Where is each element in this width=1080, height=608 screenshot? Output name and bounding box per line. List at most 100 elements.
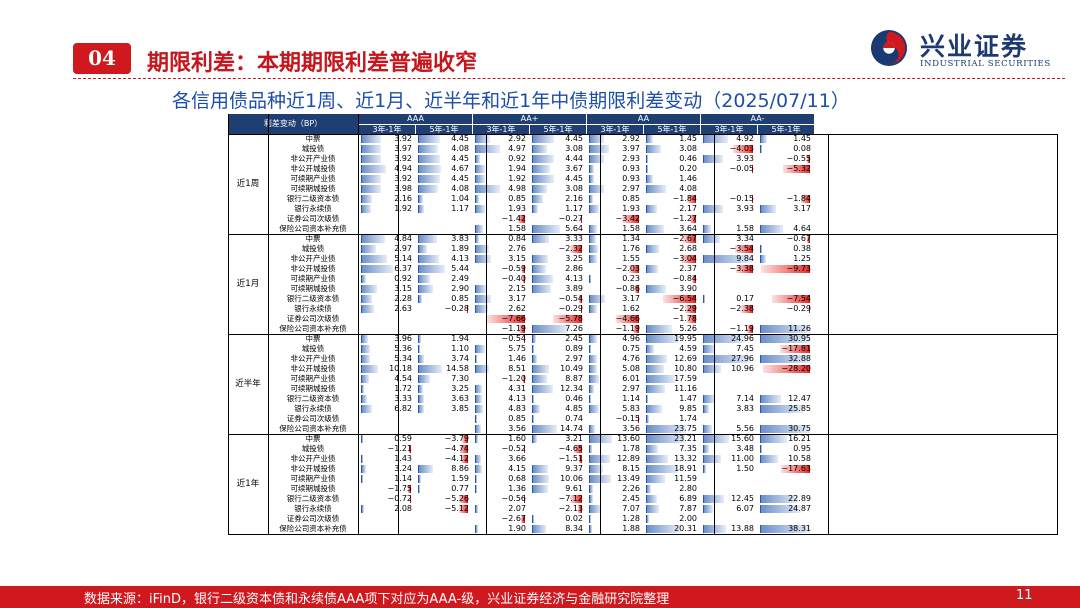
value-text: 10.49 [560,364,583,373]
value-text: 11.26 [788,324,811,333]
value-text: 14.58 [446,364,469,373]
positive-bar [475,435,478,443]
positive-bar [532,405,541,413]
value-text: 6.37 [394,264,412,273]
value-cell: 2.28 [361,294,414,304]
value-text: 4.98 [508,184,526,193]
value-cell: 11.59 [646,474,699,484]
value-cell: 0.95 [760,444,813,454]
value-cell: 4.97 [475,144,528,154]
value-cell: 0.92 [361,274,414,284]
value-text: 4.13 [508,394,526,403]
value-cell: 4.92 [703,134,756,144]
value-cell: −4.03 [703,144,756,154]
value-text: 1.94 [451,334,469,343]
value-cell: −17.81 [760,344,813,354]
value-cell: 6.82 [361,404,414,414]
positive-bar [532,425,557,433]
value-text: −7.12 [558,494,583,503]
logo-en-text: INDUSTRIAL SECURITIES [920,59,1051,69]
positive-bar [532,365,550,373]
value-text: 1.72 [394,384,412,393]
value-text: −3.38 [729,264,754,273]
positive-bar [532,155,555,163]
value-cell: 2.00 [646,514,699,524]
value-text: 4.08 [451,144,469,153]
positive-bar [532,205,538,213]
positive-bar [418,385,424,393]
value-text: 1.93 [508,204,526,213]
positive-bar [760,205,776,213]
value-text: 1.74 [679,414,697,423]
product-label: 可续期产业债 [290,174,336,183]
value-cell: −0.52 [475,444,528,454]
value-cell: 5.64 [532,224,585,234]
value-text: 2.08 [394,504,412,513]
negative-bar [806,235,810,243]
value-cell: 0.59 [361,434,414,444]
value-cell: 9.37 [532,464,585,474]
value-cell: 1.59 [418,474,471,484]
positive-bar [589,275,591,283]
positive-bar [361,135,381,143]
value-cell: 1.74 [646,414,699,424]
value-cell: −0.72 [361,494,414,504]
value-text: 2.63 [394,304,412,313]
value-cell: 32.88 [760,354,813,364]
value-text: 3.74 [451,354,469,363]
positive-bar [703,505,714,513]
value-cell: 3.17 [760,204,813,214]
value-text: 2.37 [679,264,697,273]
positive-bar [589,155,604,163]
column-divider [398,134,399,535]
value-cell: 4.45 [418,134,471,144]
value-cell: 7.35 [646,444,699,454]
column-divider [268,114,269,535]
value-cell: 2.76 [475,244,528,254]
negative-bar [517,215,525,223]
product-label: 银行永续债 [294,204,332,213]
positive-bar [589,235,596,243]
negative-bar [486,315,525,323]
positive-bar [646,185,667,193]
value-text: 0.89 [565,344,583,353]
value-text: 2.07 [508,504,526,513]
value-text: 2.68 [679,244,697,253]
positive-bar [361,235,386,243]
positive-bar [475,255,491,263]
value-text: 2.45 [622,494,640,503]
positive-bar [646,415,649,423]
value-cell: 4.76 [589,354,642,364]
positive-bar [703,205,723,213]
value-text: 1.25 [793,254,811,263]
value-text: −1.84 [672,194,697,203]
value-cell: 11.16 [646,384,699,394]
value-cell: 2.16 [361,194,414,204]
value-text: 4.64 [793,224,811,233]
value-cell: 1.60 [475,434,528,444]
positive-bar [703,225,711,233]
positive-bar [646,225,665,233]
value-text: −5.26 [444,494,469,503]
value-cell: 0.46 [646,154,699,164]
value-text: 13.32 [674,454,697,463]
value-cell: 1.89 [418,244,471,254]
value-text: −0.27 [558,214,583,223]
positive-bar [646,525,680,533]
positive-bar [760,405,804,413]
negative-bar [461,435,468,443]
positive-bar [646,515,650,523]
value-cell: 1.50 [703,464,756,474]
positive-bar [703,455,722,463]
positive-bar [475,135,490,143]
value-cell: 0.89 [532,344,585,354]
value-text: 4.54 [394,374,412,383]
positive-bar [418,265,446,273]
value-cell: 1.17 [532,204,585,214]
value-cell: 7.14 [703,394,756,404]
value-text: 3.85 [451,404,469,413]
positive-bar [475,195,480,203]
value-cell: −0.67 [760,234,813,244]
value-text: −5.78 [558,314,583,323]
negative-bar [691,275,696,283]
